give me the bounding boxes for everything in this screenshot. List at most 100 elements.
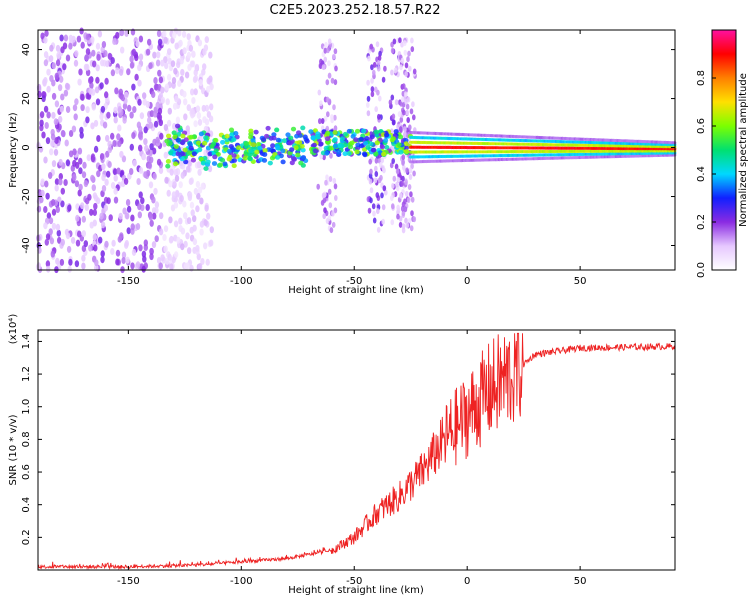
spectrogram-cell (375, 41, 380, 48)
spectrogram-cell (107, 52, 113, 60)
spectrogram-cell (131, 248, 137, 256)
spectrogram-cell (175, 137, 181, 143)
spectrogram-cell (392, 38, 397, 45)
spectrogram-cell (130, 214, 135, 222)
spectrogram-cell (368, 178, 373, 185)
spectrogram-cell (63, 34, 69, 42)
spectrogram-cell (141, 265, 146, 273)
spectrogram-cell (154, 201, 160, 209)
spectrogram-cell (354, 128, 361, 134)
spectrogram-cell (160, 254, 165, 262)
spectrogram-cell (98, 236, 103, 244)
spectrogram-cell (113, 196, 119, 204)
spectrogram-cell (185, 262, 190, 270)
spectrogram-cell (319, 58, 323, 65)
spectrogram-cell (203, 219, 208, 227)
spectrogram-cell (137, 132, 143, 140)
spectrogram-x-label: Height of straight line (km) (288, 285, 424, 296)
spectrogram-cell (148, 181, 154, 189)
spectrogram-cell (151, 241, 157, 249)
spectrogram-cell (204, 118, 210, 126)
spectrogram-cell (405, 109, 410, 116)
spectrogram-cell (95, 197, 101, 205)
spectrogram-cell (261, 158, 268, 163)
spectrogram-cell (50, 250, 55, 258)
spectrogram-cell (115, 67, 120, 75)
spectrogram-cell (143, 138, 148, 146)
spectrogram-cell (325, 79, 330, 86)
spectrogram-cell (169, 168, 174, 176)
spectrogram-cell (129, 143, 134, 151)
spectrogram-cell (138, 244, 143, 252)
spectrogram-cell (119, 150, 124, 158)
spectrogram-cell (405, 167, 409, 174)
spectrogram-cell (408, 167, 413, 174)
spectrogram-cell (165, 163, 171, 169)
spectrogram-cell (53, 118, 59, 126)
spectrogram-cell (408, 65, 412, 72)
spectrogram-cell (324, 150, 330, 156)
spectrogram-cell (113, 174, 118, 182)
spectrogram-cell (157, 69, 162, 77)
spectrogram-cell (349, 140, 355, 146)
spectrogram-cell (242, 155, 248, 161)
spectrogram-cell (49, 75, 54, 82)
spectrogram-cell (172, 181, 177, 189)
spectrogram-cell (257, 145, 263, 151)
spectrogram-cell (95, 76, 100, 84)
spectrogram-cell (205, 159, 211, 165)
spectrogram-cell (220, 139, 226, 145)
spectrogram-cell (406, 56, 410, 63)
spectrogram-cell (145, 100, 150, 108)
spectrogram-cell (54, 137, 59, 144)
spectrogram-cell (85, 106, 90, 114)
snr-frame (37, 329, 676, 571)
spectrogram-cell (92, 60, 97, 68)
spectrogram-cell (213, 137, 219, 143)
spectrogram-cell (358, 136, 364, 142)
spectrogram-cell (125, 256, 130, 264)
spectrogram-cell (370, 77, 374, 84)
spectrogram-cell (51, 62, 57, 70)
spectrogram-cell (89, 208, 94, 216)
spectrogram-cell (100, 221, 106, 229)
spectrogram-cell (81, 215, 87, 223)
spectrogram-x-ticks: -150 -100 -50 0 50 (117, 30, 586, 287)
spectrogram-cell (270, 143, 276, 149)
spectrogram-cell (175, 190, 180, 198)
spectrogram-cell (81, 262, 86, 270)
spectrogram-cell (48, 228, 53, 236)
spectrogram-cell (117, 124, 122, 132)
spectrogram-cell (370, 64, 374, 71)
spectrogram-cell (181, 30, 187, 38)
spectrogram-cell (215, 151, 221, 157)
spectrogram-cell (77, 78, 82, 86)
spectrogram-cell (56, 229, 61, 237)
spectrogram-cell (332, 130, 338, 135)
spectrogram-cell (203, 242, 208, 250)
spectrogram-cell (327, 72, 332, 79)
spectrogram-cell (93, 202, 98, 210)
spectrogram-cell (124, 91, 129, 99)
spectrogram-cell (203, 166, 209, 172)
spectrogram-cell (68, 34, 74, 42)
spectrogram-cell (176, 61, 181, 69)
spectrogram-cell (149, 219, 154, 227)
spectrogram-cell (187, 141, 193, 147)
spectrogram-cell (85, 48, 91, 56)
spectrogram-cell (132, 106, 137, 113)
spectrogram-cell (99, 113, 104, 121)
spectrogram-cell (107, 161, 112, 168)
spectrogram-cell (330, 114, 334, 121)
spectrogram-cell (41, 95, 46, 103)
spectrogram-cell (410, 196, 415, 203)
spectrogram-cell (377, 55, 382, 61)
spectrogram-cell (91, 103, 97, 111)
spectrogram-cell (155, 136, 160, 144)
colorbar-tick-label: 0.6 (696, 118, 707, 134)
y-tick-label: -40 (21, 237, 32, 253)
spectrogram-cell (152, 51, 157, 59)
spectrogram-cell (381, 218, 386, 225)
spectrogram-cell (100, 59, 105, 67)
spectrogram-cell (193, 120, 198, 128)
